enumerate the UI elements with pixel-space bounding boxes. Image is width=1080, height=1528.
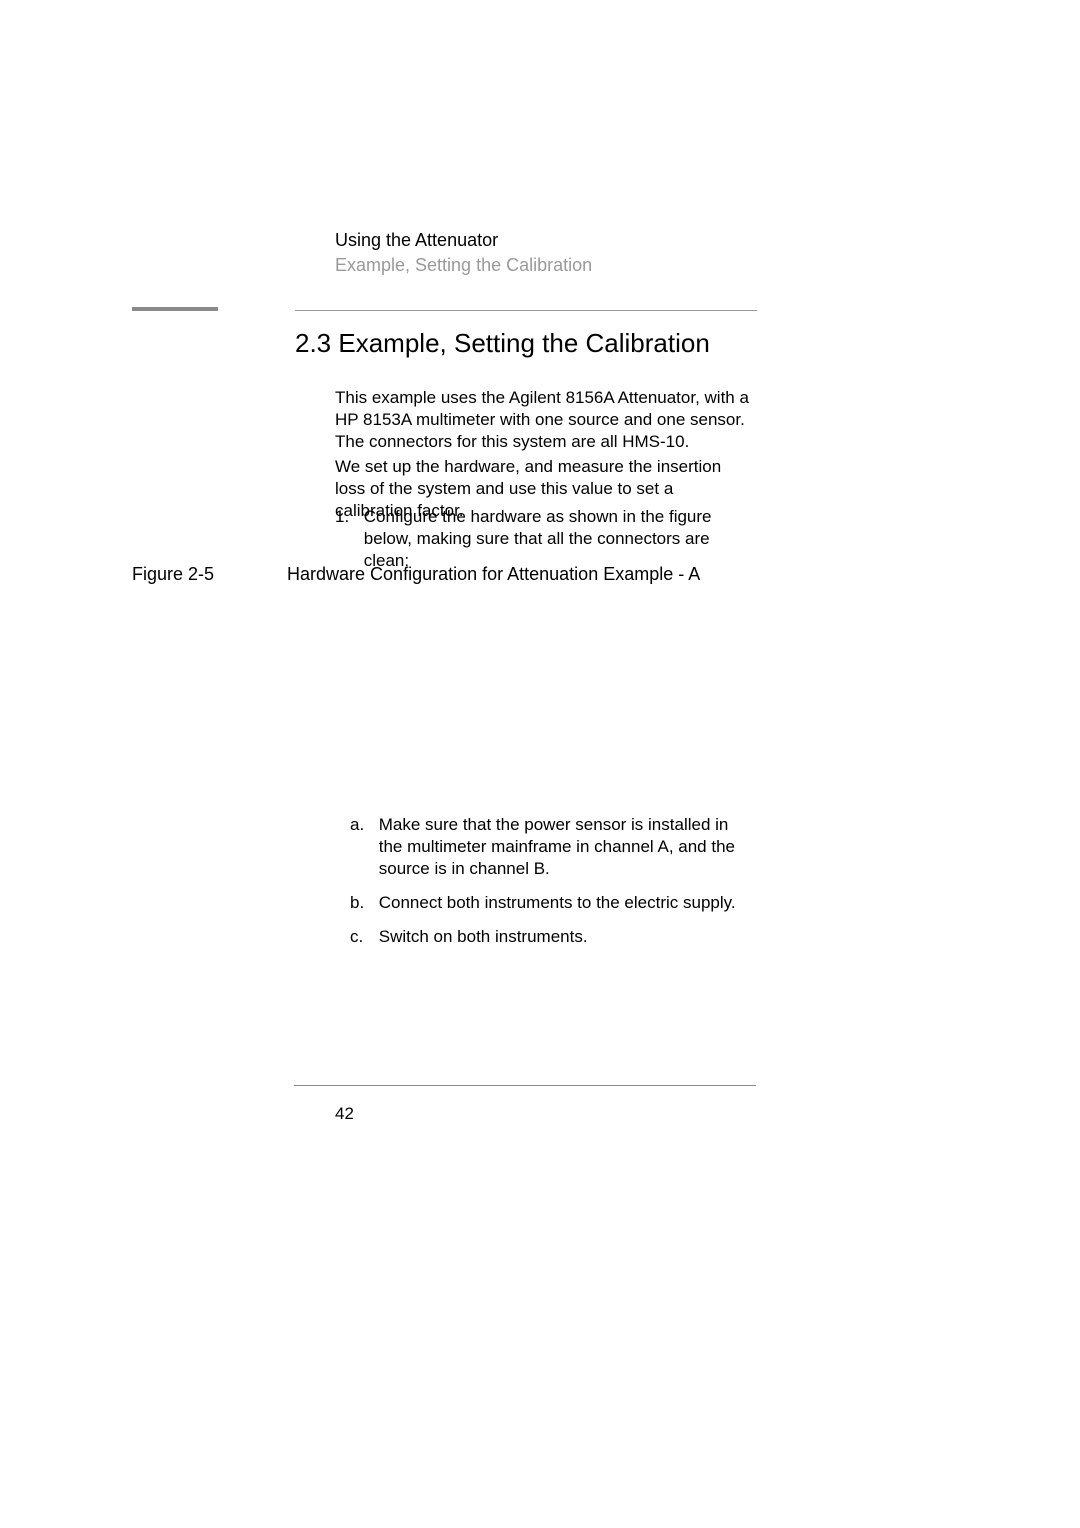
list-item: b. Connect both instruments to the elect… — [350, 892, 755, 914]
list-text: Switch on both instruments. — [379, 926, 749, 948]
header-section-title: Example, Setting the Calibration — [335, 255, 955, 276]
list-marker: c. — [350, 926, 374, 948]
running-header: Using the Attenuator Example, Setting th… — [335, 230, 955, 276]
page-number: 42 — [335, 1104, 354, 1124]
list-marker: b. — [350, 892, 374, 914]
top-rule — [295, 310, 757, 311]
sub-steps-list: a. Make sure that the power sensor is in… — [350, 814, 755, 960]
list-item: a. Make sure that the power sensor is in… — [350, 814, 755, 880]
numbered-step: 1. Configure the hardware as shown in th… — [335, 506, 755, 572]
header-chapter-title: Using the Attenuator — [335, 230, 955, 251]
section-heading: 2.3 Example, Setting the Calibration — [295, 328, 815, 359]
list-text: Make sure that the power sensor is insta… — [379, 814, 749, 880]
accent-bar — [132, 307, 218, 311]
step-number: 1. — [335, 506, 359, 528]
list-text: Connect both instruments to the electric… — [379, 892, 749, 914]
figure-label: Figure 2-5 — [132, 564, 282, 585]
figure-caption-row: Figure 2-5 Hardware Configuration for At… — [132, 564, 832, 585]
paragraph-intro-1: This example uses the Agilent 8156A Atte… — [335, 387, 755, 453]
list-item: c. Switch on both instruments. — [350, 926, 755, 948]
list-marker: a. — [350, 814, 374, 836]
step-text: Configure the hardware as shown in the f… — [364, 506, 754, 572]
document-page: Using the Attenuator Example, Setting th… — [0, 0, 1080, 1528]
bottom-rule — [294, 1085, 756, 1086]
figure-caption: Hardware Configuration for Attenuation E… — [287, 564, 700, 585]
